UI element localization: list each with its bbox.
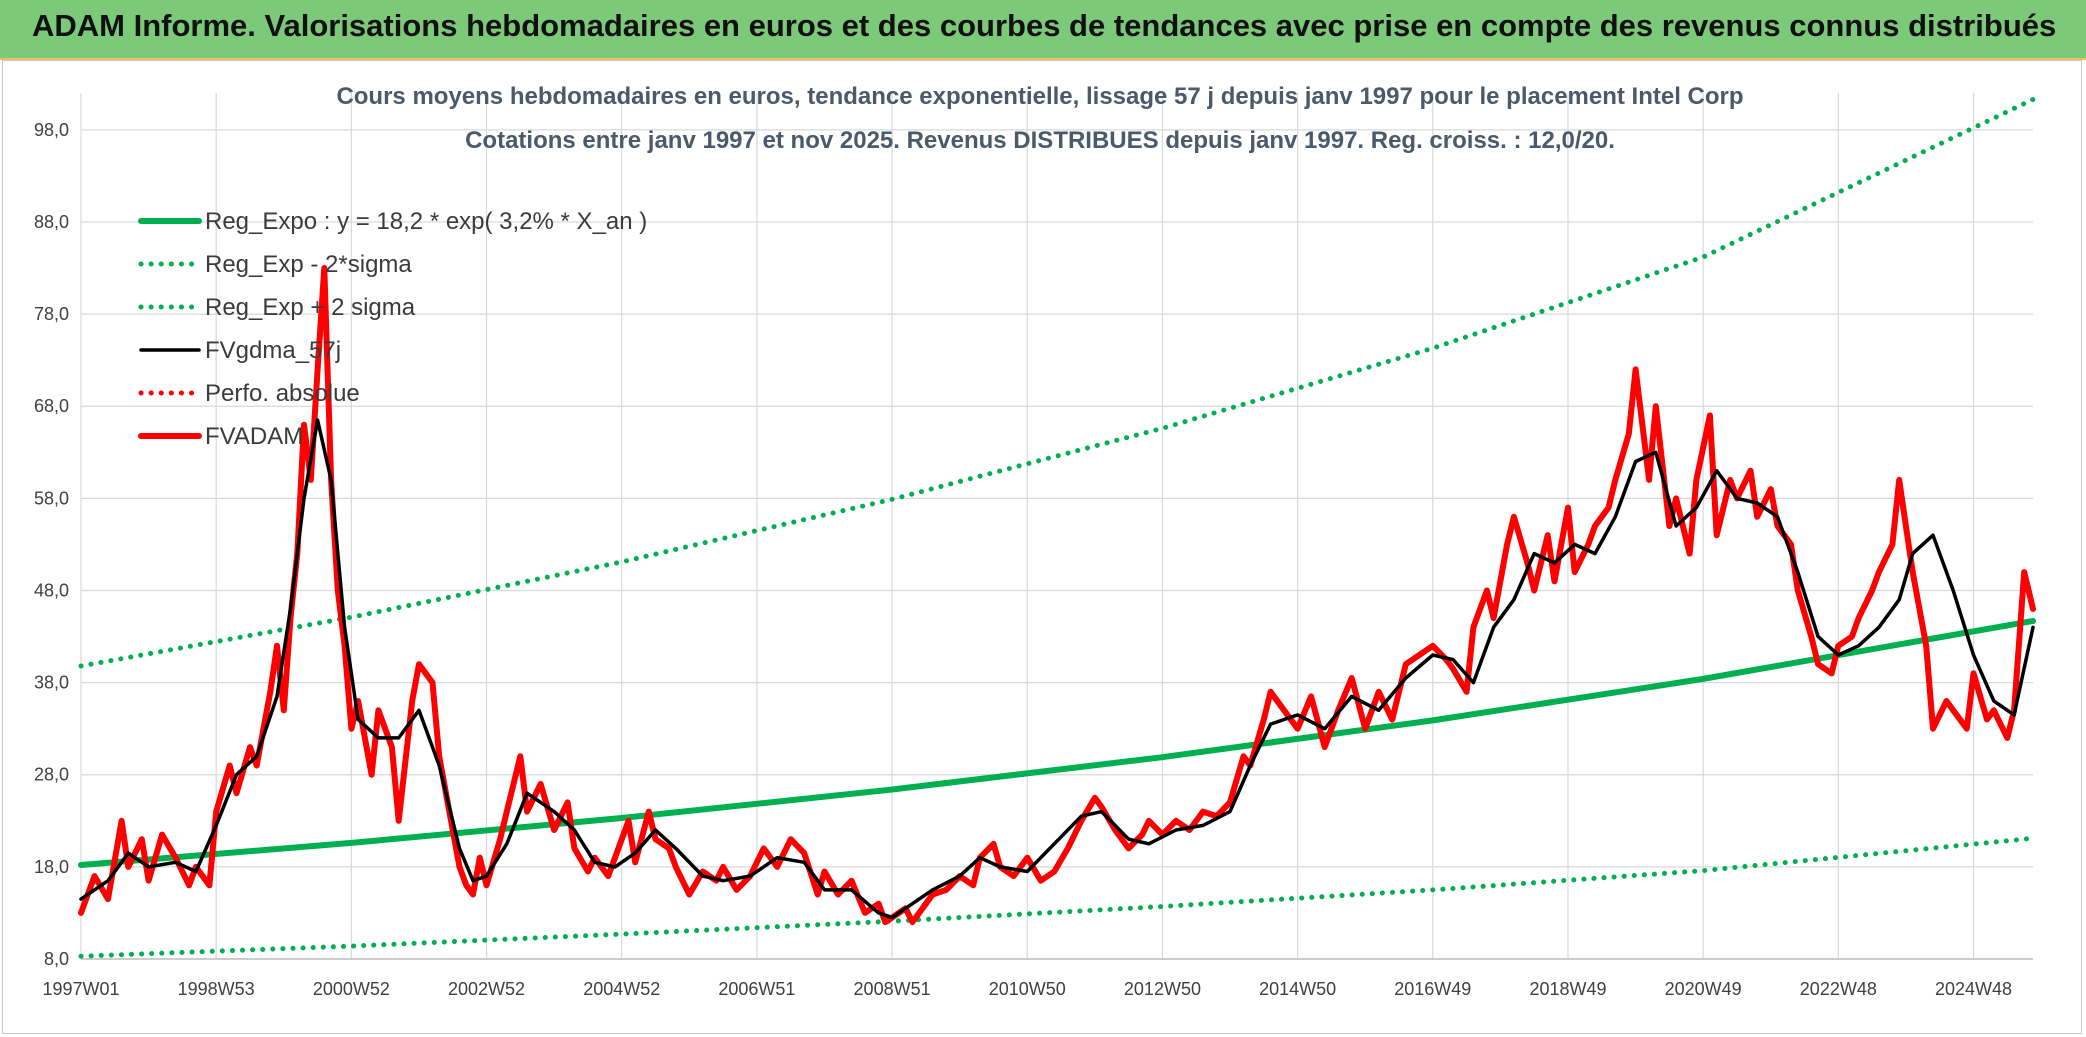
- legend-label-4: Perfo. absolue: [205, 380, 360, 407]
- legend-label-2: Reg_Exp + 2 sigma: [205, 294, 416, 321]
- header-title: ADAM Informe. Valorisations hebdomadaire…: [32, 8, 2057, 43]
- x-tick-label: 2002W52: [448, 979, 525, 999]
- x-tick-label: 2010W50: [989, 979, 1066, 999]
- chart-subtitle: Cotations entre janv 1997 et nov 2025. R…: [465, 127, 1615, 154]
- y-tick-label: 98,0: [34, 120, 69, 140]
- x-tick-label: 2014W50: [1259, 979, 1336, 999]
- y-axis-ticks: 8,0 18,0 28,0 38,0 48,0 58,0 68,0 78,0 88,0 98,0: [34, 120, 69, 969]
- x-tick-label: 2022W48: [1800, 979, 1877, 999]
- y-tick-label: 58,0: [34, 488, 69, 508]
- chart-title: Cours moyens hebdomadaires en euros, ten…: [336, 83, 1743, 110]
- header-banner: ADAM Informe. Valorisations hebdomadaire…: [0, 0, 2086, 60]
- series-line-0: [78, 617, 2036, 868]
- series-line-3: [79, 418, 2035, 920]
- x-tick-label: 2024W48: [1935, 979, 2012, 999]
- legend-label-0: Reg_Expo : y = 18,2 * exp( 3,2% * X_an ): [205, 208, 647, 235]
- y-tick-label: 48,0: [34, 580, 69, 600]
- series-line-5: [78, 265, 2036, 926]
- legend-label-3: FVgdma_57j: [205, 337, 341, 364]
- x-tick-label: 2004W52: [583, 979, 660, 999]
- x-tick-label: 2000W52: [313, 979, 390, 999]
- x-tick-label: 2006W51: [718, 979, 795, 999]
- x-axis-ticks: 1997W01 1998W53 2000W52 2002W52 2004W52 2006W…: [42, 979, 2012, 999]
- x-tick-label: 2016W49: [1394, 979, 1471, 999]
- y-tick-label: 28,0: [34, 765, 69, 785]
- x-tick-label: 2008W51: [854, 979, 931, 999]
- x-tick-label: 2020W49: [1665, 979, 1742, 999]
- series-line-1: [78, 835, 2036, 959]
- x-tick-label: 2012W50: [1124, 979, 1201, 999]
- grid: [80, 93, 2033, 960]
- y-tick-label: 88,0: [34, 212, 69, 232]
- y-tick-label: 38,0: [34, 673, 69, 693]
- x-tick-label: 2018W49: [1529, 979, 1606, 999]
- chart-frame: 8,0 18,0 28,0 38,0 48,0 58,0 68,0 78,0 88,0 98,0 …: [2, 60, 2082, 1034]
- line-chart: 8,018,028,038,048,058,068,078,088,098,0 …: [34, 83, 2036, 999]
- legend: Reg_Expo : y = 18,2 * exp( 3,2% * X_an )…: [138, 208, 647, 450]
- x-tick-label: 1997W01: [42, 979, 119, 999]
- y-tick-label: 18,0: [34, 857, 69, 877]
- series-line-2: [78, 96, 2036, 669]
- y-tick-label: 68,0: [34, 396, 69, 416]
- legend-label-1: Reg_Exp - 2*sigma: [205, 251, 412, 278]
- series-lines: [78, 96, 2036, 959]
- y-tick-label: 78,0: [34, 304, 69, 324]
- y-tick-label: 8,0: [44, 949, 69, 969]
- legend-label-5: FVADAM: [205, 423, 303, 450]
- x-tick-label: 1998W53: [178, 979, 255, 999]
